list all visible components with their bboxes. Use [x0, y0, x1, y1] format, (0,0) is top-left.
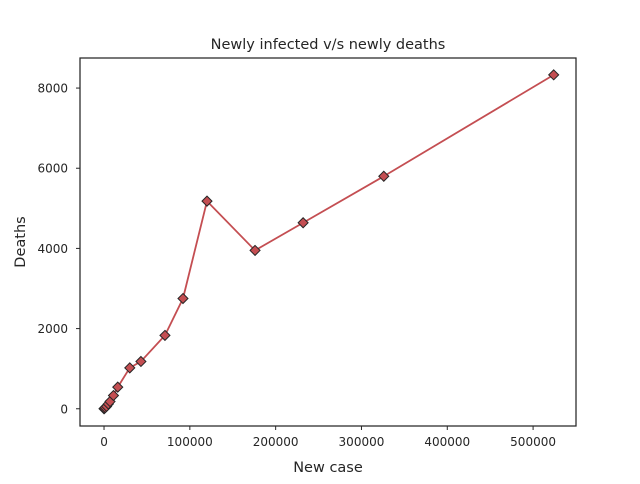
plot-frame — [79, 57, 577, 427]
x-tick-label: 400000 — [424, 435, 470, 449]
data-point — [112, 381, 124, 393]
y-tick-label: 0 — [60, 402, 68, 416]
data-point — [177, 292, 189, 305]
x-tick-label: 100000 — [167, 435, 213, 449]
data-point — [135, 355, 147, 368]
data-point — [378, 170, 390, 182]
data-point — [124, 362, 136, 374]
y-axis-label: Deaths — [13, 216, 29, 267]
series-line — [103, 74, 555, 410]
y-tick-label: 8000 — [37, 82, 68, 96]
x-axis-label: New case — [293, 460, 363, 476]
x-tick-label: 500000 — [510, 435, 556, 449]
x-tick-label: 300000 — [339, 435, 385, 449]
data-point — [159, 329, 171, 342]
y-axis: 0 2000 4000 6000 8000 — [37, 82, 80, 416]
y-tick-label: 6000 — [37, 162, 68, 176]
data-point — [547, 69, 560, 81]
chart-title: Newly infected v/s newly deaths — [211, 37, 446, 53]
x-axis: 0 100000 200000 300000 400000 500000 — [100, 426, 556, 449]
data-point — [201, 195, 213, 207]
x-tick-label: 0 — [100, 435, 108, 449]
data-point — [107, 389, 120, 402]
data-point — [249, 244, 261, 257]
x-tick-label: 200000 — [253, 435, 299, 449]
data-point — [297, 217, 309, 229]
y-tick-label: 4000 — [37, 242, 68, 256]
y-tick-label: 2000 — [37, 322, 68, 336]
